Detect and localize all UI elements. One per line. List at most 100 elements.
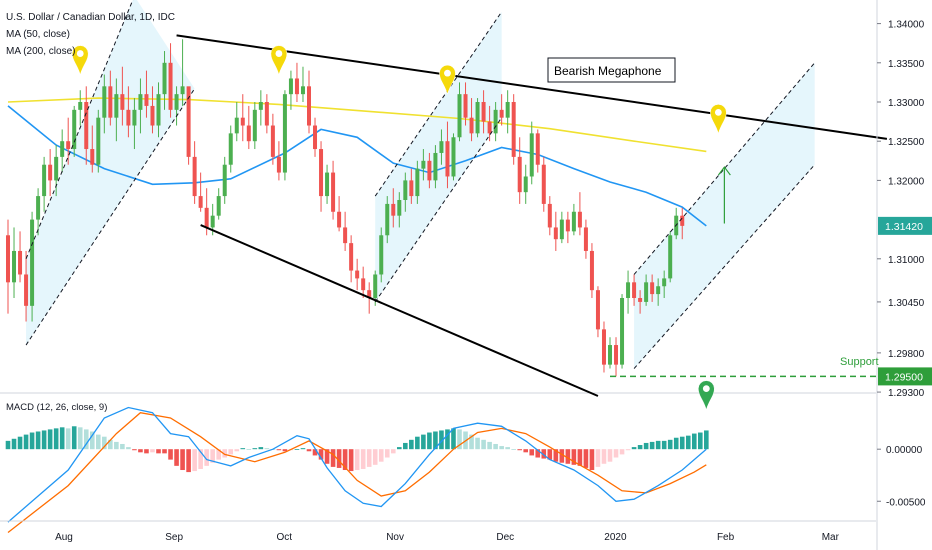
macd-histogram-bar bbox=[41, 430, 47, 450]
candle-body bbox=[463, 94, 468, 118]
candle-body bbox=[30, 219, 35, 306]
candle bbox=[276, 141, 281, 181]
candle-body bbox=[325, 172, 330, 197]
candle-body bbox=[288, 78, 293, 95]
candle-body bbox=[595, 290, 600, 330]
candle bbox=[650, 274, 655, 302]
candle-body bbox=[156, 94, 161, 126]
candle bbox=[36, 188, 41, 236]
macd-histogram-bar bbox=[35, 431, 41, 450]
candle-body bbox=[668, 235, 673, 279]
macd-histogram-bar bbox=[360, 449, 366, 469]
candle-body bbox=[439, 141, 444, 153]
macd-histogram-bar bbox=[637, 445, 643, 450]
candle bbox=[282, 90, 287, 181]
candle-body bbox=[367, 290, 372, 298]
candle bbox=[379, 227, 384, 283]
candle bbox=[583, 219, 588, 259]
candle-body bbox=[499, 109, 504, 118]
candle-body bbox=[481, 102, 486, 122]
map-pin-icon-yellow-shape bbox=[439, 64, 456, 96]
candle-body bbox=[644, 282, 649, 302]
candle-body bbox=[656, 286, 661, 295]
candle bbox=[589, 243, 594, 298]
candle bbox=[246, 105, 251, 150]
macd-histogram-bar bbox=[523, 449, 529, 453]
macd-histogram-bar bbox=[475, 437, 480, 450]
candle-body bbox=[571, 211, 576, 232]
candle bbox=[168, 43, 173, 118]
macd-histogram-bar bbox=[330, 449, 336, 467]
candle bbox=[475, 98, 480, 138]
candle bbox=[42, 156, 47, 212]
macd-histogram-bar bbox=[17, 436, 23, 450]
macd-histogram-bar bbox=[390, 449, 396, 454]
candle-body bbox=[469, 117, 474, 134]
candle bbox=[529, 121, 534, 185]
candle-body bbox=[373, 274, 378, 298]
candle-body bbox=[632, 282, 637, 298]
candle bbox=[313, 117, 318, 157]
candle-body bbox=[78, 102, 83, 110]
candle bbox=[72, 105, 77, 157]
macd-histogram-bar bbox=[631, 447, 637, 450]
arrow-head-icon bbox=[717, 166, 731, 176]
candle-body bbox=[475, 102, 480, 134]
macd-histogram-bar bbox=[71, 426, 77, 450]
macd-histogram-bar bbox=[601, 449, 607, 464]
candle bbox=[427, 152, 432, 189]
macd-histogram-bar bbox=[156, 449, 161, 454]
candle-body bbox=[180, 86, 185, 95]
macd-histogram-bar bbox=[204, 449, 209, 466]
candle-body bbox=[210, 215, 215, 228]
candle-body bbox=[608, 345, 612, 365]
macd-histogram-bar bbox=[324, 449, 330, 464]
macd-histogram-bar bbox=[102, 436, 107, 450]
candle bbox=[90, 125, 95, 173]
candle bbox=[541, 156, 546, 212]
macd-histogram-bar bbox=[511, 449, 516, 450]
candle bbox=[608, 337, 612, 369]
candle-body bbox=[487, 121, 492, 134]
macd-histogram-bar bbox=[493, 443, 498, 450]
candle bbox=[288, 70, 293, 110]
candle bbox=[96, 109, 101, 173]
candle-body bbox=[577, 211, 582, 228]
candle bbox=[174, 86, 179, 126]
candle bbox=[6, 219, 10, 314]
candle-body bbox=[264, 102, 269, 126]
macd-histogram-bar bbox=[282, 449, 288, 452]
macd-histogram-bar bbox=[228, 449, 234, 455]
candle bbox=[577, 192, 582, 236]
channel-fills bbox=[26, 0, 815, 369]
macd-line bbox=[7, 406, 707, 523]
candle bbox=[385, 196, 390, 244]
price-tick-label: 1.34000 bbox=[888, 20, 925, 31]
macd-histogram-bar bbox=[415, 436, 420, 450]
macd-histogram-bar bbox=[89, 431, 95, 450]
map-pin-icon-green-hole bbox=[702, 385, 710, 393]
candle bbox=[656, 278, 661, 306]
map-pin-icon-yellow-hole bbox=[275, 50, 283, 57]
macd-histogram-bar bbox=[162, 449, 167, 454]
candle-body bbox=[234, 117, 239, 134]
macd-histogram-bar bbox=[65, 428, 71, 450]
candle bbox=[300, 66, 305, 102]
macd-histogram-bar bbox=[445, 429, 450, 450]
trendlines bbox=[25, 0, 888, 411]
macd-histogram-bar bbox=[505, 447, 510, 450]
macd-histogram-bar bbox=[276, 449, 282, 451]
pattern-label-box bbox=[547, 57, 676, 83]
map-pin-icon-yellow-hole bbox=[444, 69, 451, 77]
candle-body bbox=[54, 156, 59, 181]
candle-body bbox=[313, 125, 318, 150]
candle-body bbox=[547, 203, 552, 228]
candle bbox=[505, 90, 510, 134]
macd-histogram-bar bbox=[547, 449, 553, 460]
candle-body bbox=[258, 102, 263, 110]
candle-body bbox=[650, 282, 655, 295]
candle bbox=[565, 211, 570, 244]
channel-1-lower-line bbox=[25, 88, 196, 346]
macd-histogram-bar bbox=[246, 449, 252, 450]
candles bbox=[6, 39, 685, 377]
